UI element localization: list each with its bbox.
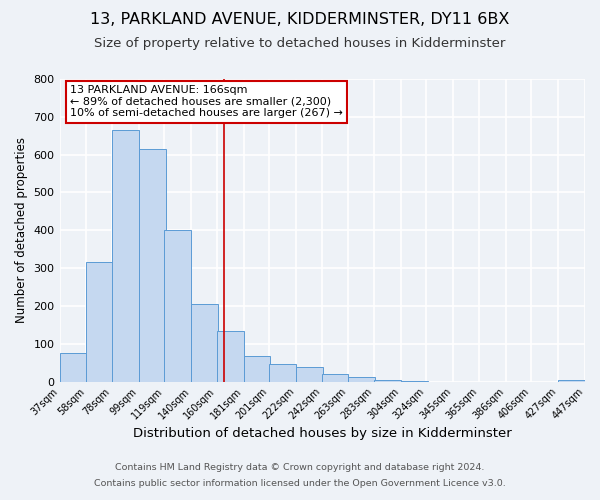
Bar — [558, 380, 585, 382]
Bar — [164, 230, 191, 382]
Text: Size of property relative to detached houses in Kidderminster: Size of property relative to detached ho… — [94, 38, 506, 51]
Bar — [244, 356, 271, 382]
Bar — [349, 377, 376, 382]
Bar — [112, 130, 139, 382]
Bar — [217, 330, 244, 382]
Bar — [296, 367, 323, 382]
Bar — [139, 149, 166, 382]
Bar — [86, 262, 113, 382]
Bar — [374, 380, 401, 382]
Bar — [269, 364, 296, 382]
Text: 13, PARKLAND AVENUE, KIDDERMINSTER, DY11 6BX: 13, PARKLAND AVENUE, KIDDERMINSTER, DY11… — [91, 12, 509, 28]
Text: Contains HM Land Registry data © Crown copyright and database right 2024.: Contains HM Land Registry data © Crown c… — [115, 464, 485, 472]
Text: Contains public sector information licensed under the Open Government Licence v3: Contains public sector information licen… — [94, 478, 506, 488]
Text: 13 PARKLAND AVENUE: 166sqm
← 89% of detached houses are smaller (2,300)
10% of s: 13 PARKLAND AVENUE: 166sqm ← 89% of deta… — [70, 85, 343, 118]
Bar — [191, 304, 218, 382]
Bar — [59, 353, 86, 382]
Y-axis label: Number of detached properties: Number of detached properties — [15, 138, 28, 324]
Bar — [322, 374, 349, 382]
X-axis label: Distribution of detached houses by size in Kidderminster: Distribution of detached houses by size … — [133, 427, 512, 440]
